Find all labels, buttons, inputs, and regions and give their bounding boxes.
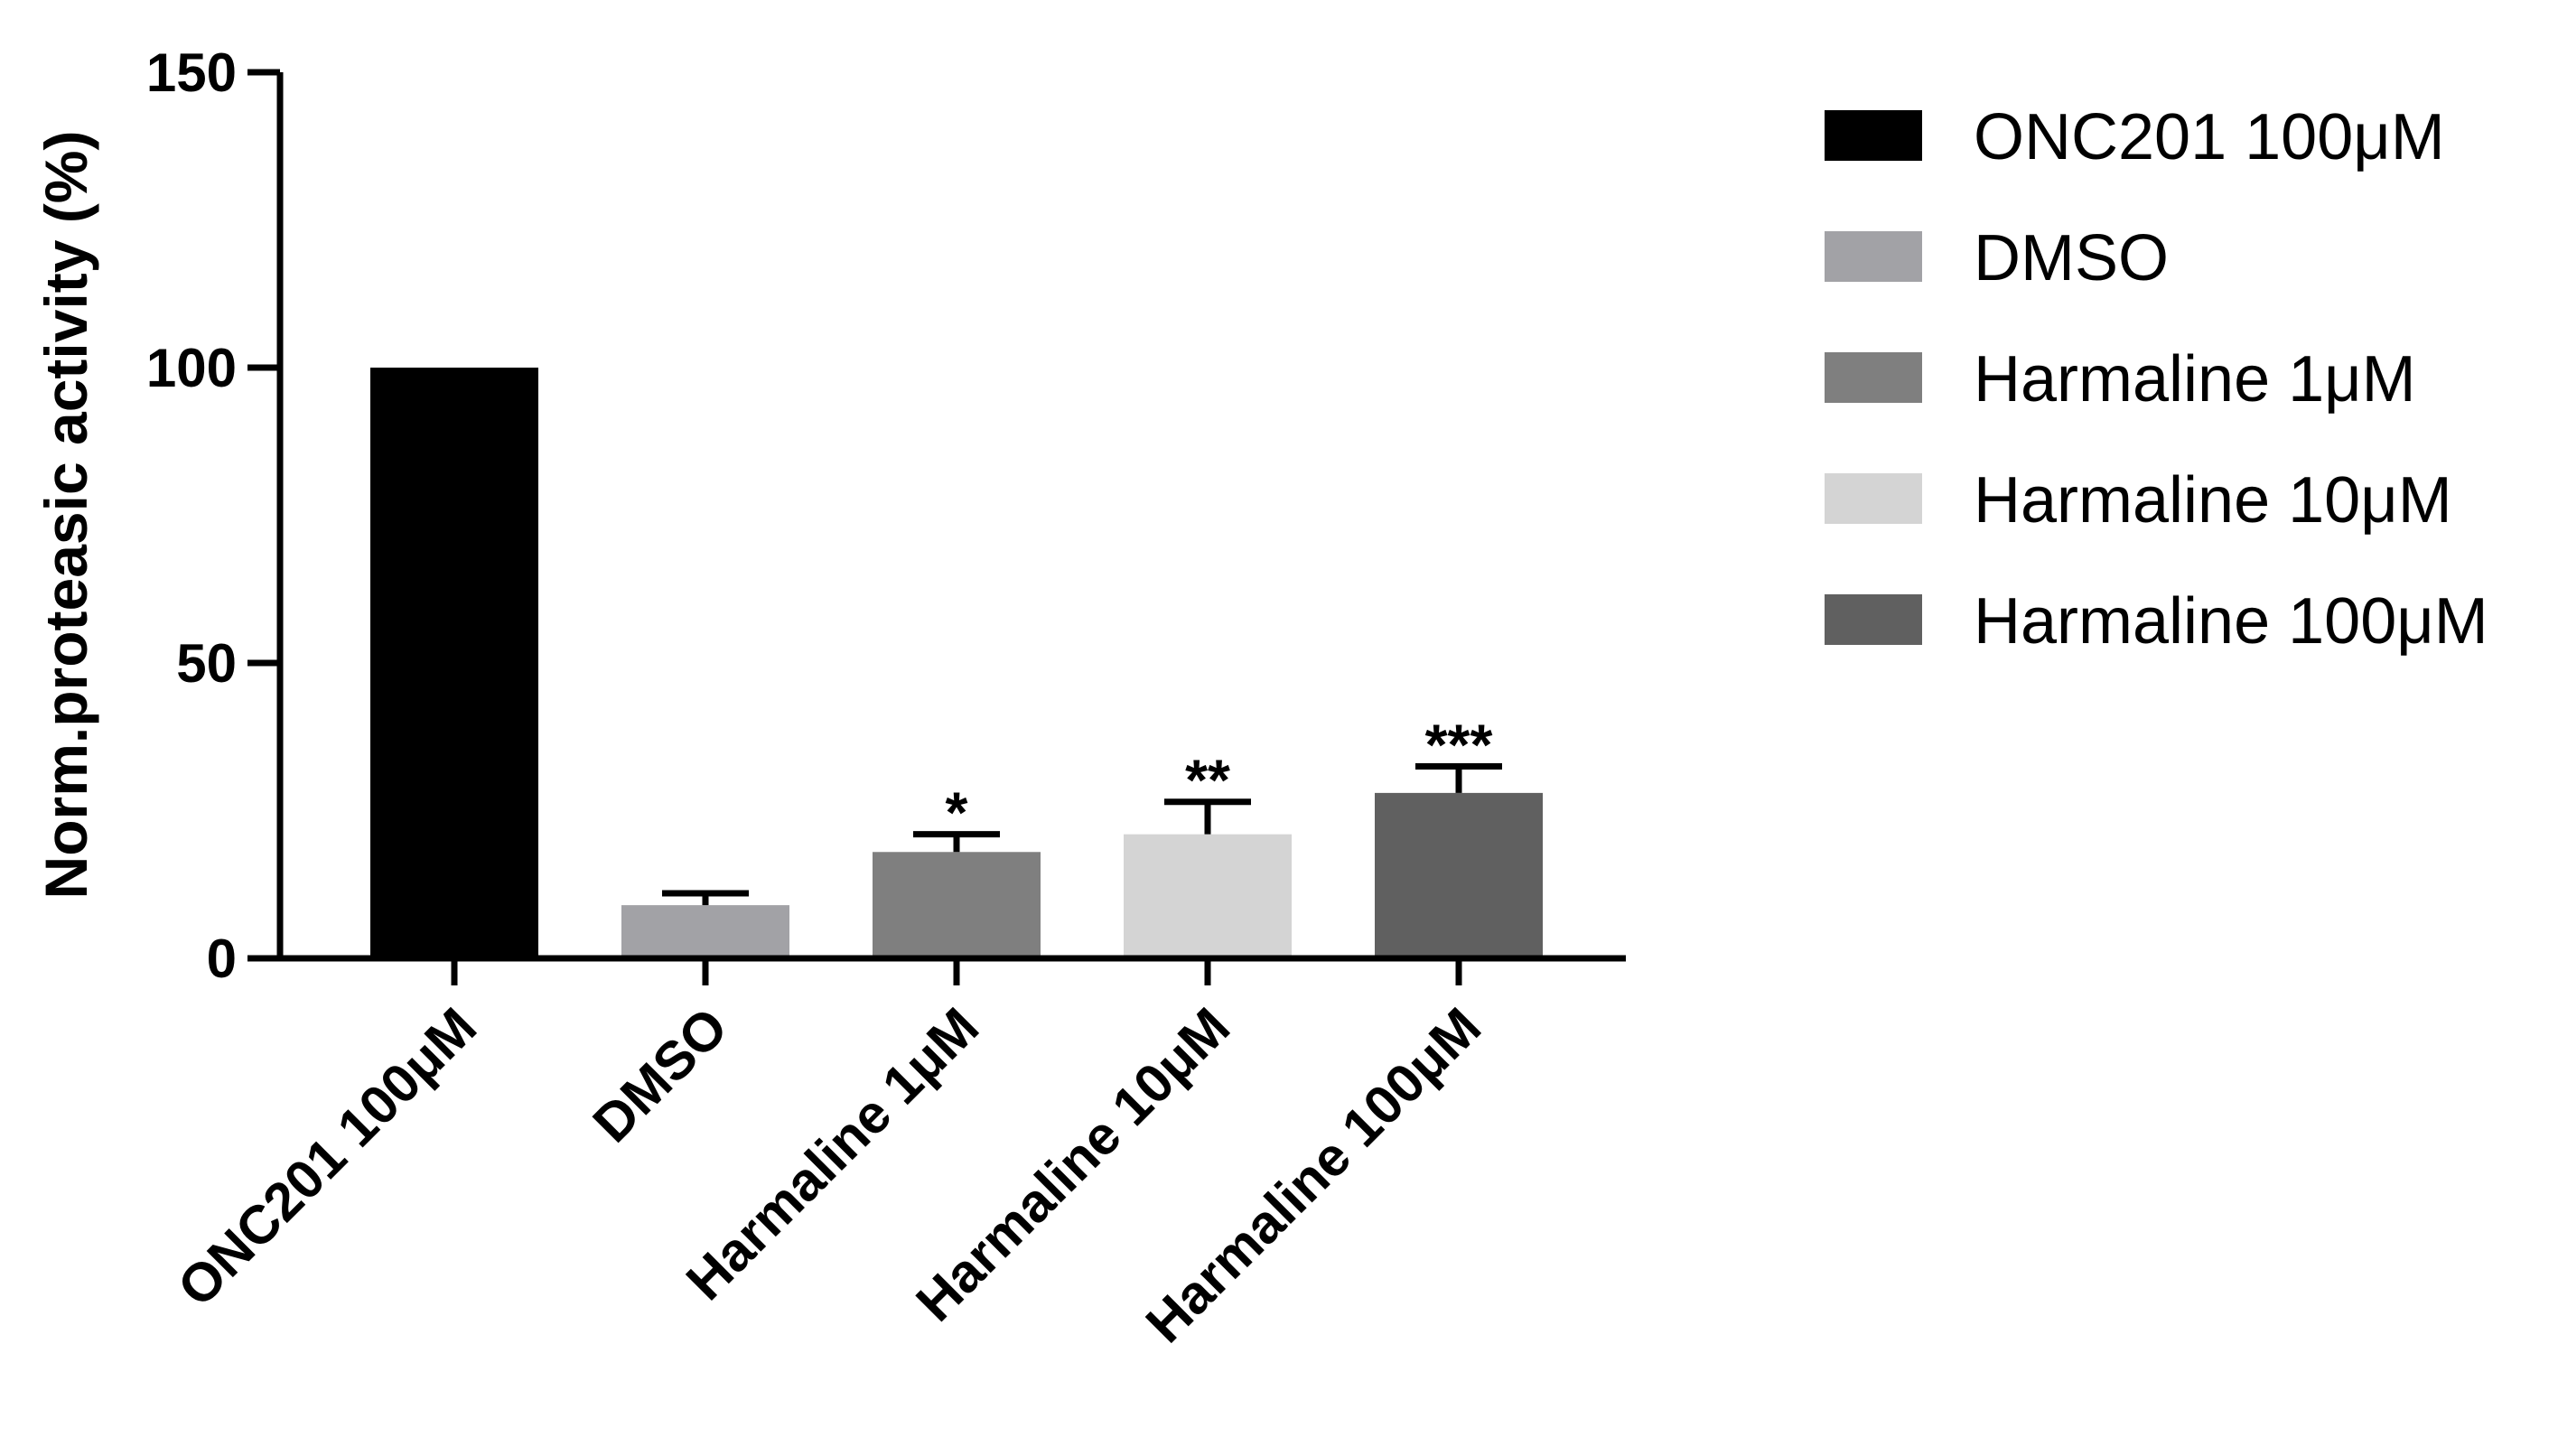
y-tick-label-3: 100 <box>146 338 237 398</box>
bar-5 <box>1375 792 1543 958</box>
significance-label-4: ** <box>1185 748 1230 813</box>
y-axis-title: Norm.proteasic activity (%) <box>33 131 99 900</box>
legend-label-4: Harmaline 10μM <box>1974 464 2452 537</box>
legend-label-2: DMSO <box>1974 222 2169 294</box>
legend-label-5: Harmaline 100μM <box>1974 585 2488 658</box>
bars-layer <box>370 368 1543 958</box>
y-tick-label-2: 50 <box>176 633 237 694</box>
legend-swatch-1 <box>1825 110 1922 161</box>
y-ticks-layer: 0 50 100 150 <box>146 42 280 989</box>
y-tick-label-1: 0 <box>207 929 237 989</box>
legend-swatch-4 <box>1825 473 1922 524</box>
bar-4 <box>1124 834 1292 958</box>
error-bars-layer <box>662 762 1502 906</box>
significance-label-5: *** <box>1425 712 1493 777</box>
significance-layer: * ***** <box>946 712 1493 845</box>
bar-3 <box>873 852 1041 958</box>
legend-label-1: ONC201 100μM <box>1974 101 2445 173</box>
x-tick-label-1: ONC201 100μM <box>166 996 488 1318</box>
legend-swatch-3 <box>1825 352 1922 403</box>
legend-label-3: Harmaline 1μM <box>1974 343 2416 415</box>
axes-layer <box>276 72 1626 962</box>
legend-swatch-5 <box>1825 594 1922 645</box>
bar-2 <box>621 905 789 958</box>
x-tick-label-2: DMSO <box>582 996 740 1154</box>
y-tick-label-4: 150 <box>146 42 237 103</box>
legend-swatch-2 <box>1825 231 1922 282</box>
legend: ONC201 100μM DMSO Harmaline 1μM Harmaline 1… <box>1825 101 2488 658</box>
significance-label-3: * <box>946 780 968 845</box>
bar-1 <box>370 368 538 958</box>
